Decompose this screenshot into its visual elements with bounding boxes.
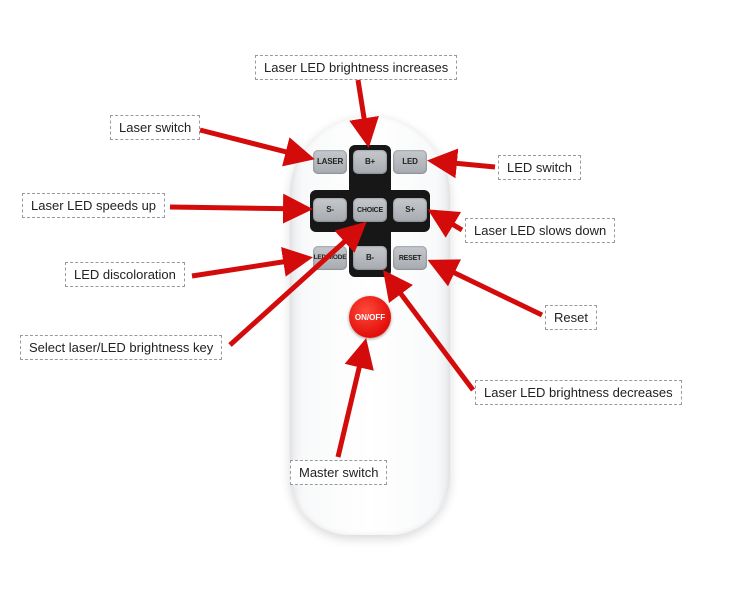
led-button[interactable]: LED	[393, 150, 427, 174]
callout-discoloration: LED discoloration	[65, 262, 185, 287]
callout-select-key: Select laser/LED brightness key	[20, 335, 222, 360]
b-plus-button[interactable]: B+	[353, 150, 387, 174]
s-minus-button[interactable]: S-	[313, 198, 347, 222]
callout-brightness-up: Laser LED brightness increases	[255, 55, 457, 80]
callout-led-switch: LED switch	[498, 155, 581, 180]
callout-master: Master switch	[290, 460, 387, 485]
laser-button[interactable]: LASER	[313, 150, 347, 174]
callout-slows-down: Laser LED slows down	[465, 218, 615, 243]
reset-button[interactable]: RESET	[393, 246, 427, 270]
led-mode-button[interactable]: LED MODE	[313, 246, 347, 270]
diagram-canvas: LASER B+ LED S- CHOICE S+ LED MODE B- RE…	[0, 0, 750, 614]
b-minus-button[interactable]: B-	[353, 246, 387, 270]
callout-brightness-down: Laser LED brightness decreases	[475, 380, 682, 405]
onoff-button[interactable]: ON/OFF	[349, 296, 391, 338]
s-plus-button[interactable]: S+	[393, 198, 427, 222]
callout-speeds-up: Laser LED speeds up	[22, 193, 165, 218]
callout-reset: Reset	[545, 305, 597, 330]
callout-laser-switch: Laser switch	[110, 115, 200, 140]
choice-button[interactable]: CHOICE	[353, 198, 387, 222]
